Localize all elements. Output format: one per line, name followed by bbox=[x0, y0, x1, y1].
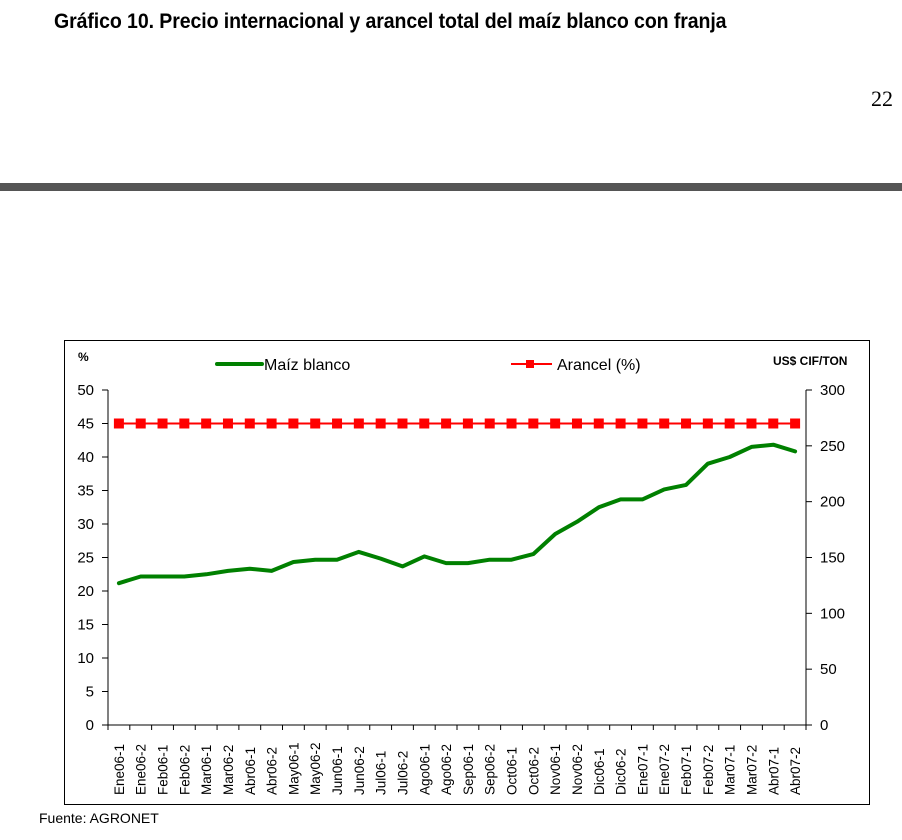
x-tick-label: Dic06-1 bbox=[592, 748, 607, 795]
data-point-arancel bbox=[768, 418, 779, 429]
x-tick-label: Sep06-1 bbox=[461, 744, 476, 795]
data-point-arancel bbox=[201, 418, 212, 429]
x-tick-label: May06-1 bbox=[286, 742, 301, 795]
data-point-arancel bbox=[222, 418, 233, 429]
left-y-tick-label: 45 bbox=[77, 416, 94, 433]
source-note: Fuente: AGRONET bbox=[39, 810, 159, 826]
x-tick-label: Ene06-2 bbox=[134, 744, 149, 795]
x-tick-label: Feb07-1 bbox=[679, 745, 694, 795]
left-axis-unit: % bbox=[78, 350, 89, 364]
data-point-arancel bbox=[244, 418, 255, 429]
right-y-tick-label: 100 bbox=[820, 605, 845, 622]
left-y-tick-label: 5 bbox=[86, 684, 94, 701]
x-tick-label: Mar06-2 bbox=[221, 745, 236, 795]
x-tick-label: Abr07-1 bbox=[766, 747, 781, 795]
data-point-arancel bbox=[506, 418, 517, 429]
data-point-arancel bbox=[288, 418, 299, 429]
x-tick-label: Dic06-2 bbox=[614, 748, 629, 795]
x-tick-label: Abr06-2 bbox=[265, 747, 280, 795]
right-y-tick-label: 200 bbox=[820, 494, 845, 511]
data-point-arancel bbox=[375, 418, 386, 429]
data-point-arancel bbox=[746, 418, 757, 429]
right-y-tick-label: 250 bbox=[820, 438, 845, 455]
data-point-arancel bbox=[571, 418, 582, 429]
left-y-tick-label: 50 bbox=[77, 382, 94, 399]
chart-frame bbox=[64, 340, 870, 805]
data-point-arancel bbox=[441, 418, 452, 429]
chart-marks bbox=[113, 418, 801, 586]
data-point-arancel bbox=[659, 418, 670, 429]
x-tick-label: Nov06-2 bbox=[570, 744, 585, 795]
left-y-tick-label: 30 bbox=[77, 516, 94, 533]
data-point-arancel bbox=[419, 418, 430, 429]
left-y-tick-label: 40 bbox=[77, 449, 94, 466]
x-tick-label: Jun06-2 bbox=[352, 746, 367, 795]
x-tick-label: Ago06-2 bbox=[439, 744, 454, 795]
data-point-arancel bbox=[310, 418, 321, 429]
x-tick-label: Mar07-1 bbox=[723, 745, 738, 795]
right-axis-unit: US$ CIF/TON bbox=[773, 354, 847, 368]
data-point-arancel bbox=[397, 418, 408, 429]
x-tick-label: Ene07-2 bbox=[657, 744, 672, 795]
legend-label-maiz-blanco: Maíz blanco bbox=[264, 357, 350, 374]
x-tick-label: Abr06-1 bbox=[243, 747, 258, 795]
x-tick-label: Ene06-1 bbox=[112, 744, 127, 795]
left-y-tick-label: 20 bbox=[77, 583, 94, 600]
data-point-arancel bbox=[681, 418, 692, 429]
right-y-tick-label: 50 bbox=[820, 661, 837, 678]
data-point-arancel bbox=[113, 418, 124, 429]
data-point-arancel bbox=[484, 418, 495, 429]
legend-marker-arancel bbox=[526, 360, 534, 368]
x-tick-label: Feb07-2 bbox=[701, 745, 716, 795]
series-line-ma-z-blanco bbox=[116, 442, 798, 586]
data-point-arancel bbox=[593, 418, 604, 429]
left-y-tick-label: 25 bbox=[77, 550, 94, 567]
page-number: 22 bbox=[871, 86, 893, 111]
x-tick-label: Jun06-1 bbox=[330, 746, 345, 795]
left-y-tick-label: 10 bbox=[77, 650, 94, 667]
header-divider bbox=[0, 183, 902, 191]
data-point-arancel bbox=[135, 418, 146, 429]
x-tick-label: Ene07-1 bbox=[635, 744, 650, 795]
data-point-arancel bbox=[550, 418, 561, 429]
x-tick-label: Oct06-1 bbox=[505, 747, 520, 795]
data-point-arancel bbox=[790, 418, 801, 429]
x-tick-label: Abr07-2 bbox=[788, 747, 803, 795]
data-point-arancel bbox=[615, 418, 626, 429]
data-point-arancel bbox=[179, 418, 190, 429]
x-tick-label: May06-2 bbox=[308, 742, 323, 795]
right-y-tick-label: 300 bbox=[820, 382, 845, 399]
data-point-arancel bbox=[462, 418, 473, 429]
data-point-arancel bbox=[724, 418, 735, 429]
data-point-arancel bbox=[702, 418, 713, 429]
data-point-arancel bbox=[637, 418, 648, 429]
axes: 0 5 10 15 20 25 30 35 40 45 50 0 50 100 150 200 250 300 En… bbox=[77, 382, 845, 795]
right-y-tick-label: 0 bbox=[820, 717, 828, 734]
legend: Maíz blanco Arancel (%) bbox=[215, 357, 641, 374]
x-tick-label: Mar06-1 bbox=[199, 745, 214, 795]
data-point-arancel bbox=[332, 418, 343, 429]
x-tick-label: Oct06-2 bbox=[526, 747, 541, 795]
data-point-arancel bbox=[157, 418, 168, 429]
chart-title: Gráfico 10. Precio internacional y aranc… bbox=[54, 10, 727, 33]
x-tick-label: Jul06-1 bbox=[374, 751, 389, 795]
x-tick-label: Feb06-1 bbox=[156, 745, 171, 795]
x-tick-label: Sep06-2 bbox=[483, 744, 498, 795]
x-tick-label: Jul06-2 bbox=[395, 751, 410, 795]
data-point-arancel bbox=[266, 418, 277, 429]
x-tick-label: Nov06-1 bbox=[548, 744, 563, 795]
data-point-arancel bbox=[528, 418, 539, 429]
left-y-tick-label: 0 bbox=[86, 717, 94, 734]
left-y-tick-label: 35 bbox=[77, 483, 94, 500]
legend-label-arancel: Arancel (%) bbox=[557, 357, 641, 374]
x-tick-label: Mar07-2 bbox=[744, 745, 759, 795]
left-y-tick-label: 15 bbox=[77, 617, 94, 634]
x-tick-label: Feb06-2 bbox=[177, 745, 192, 795]
data-point-arancel bbox=[353, 418, 364, 429]
right-y-tick-label: 150 bbox=[820, 550, 845, 567]
x-tick-label: Ago06-1 bbox=[417, 744, 432, 795]
